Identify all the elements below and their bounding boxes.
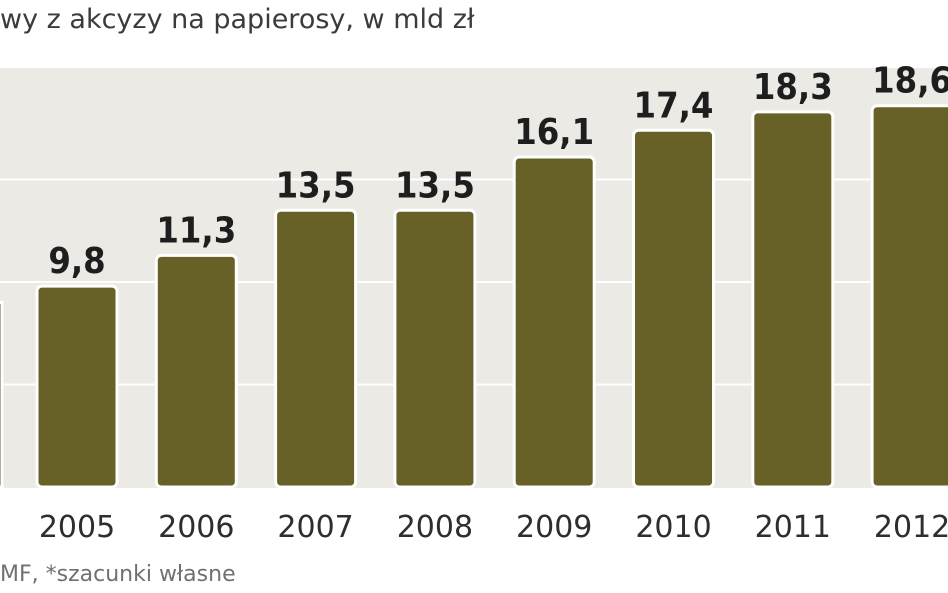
bar-2010 [632,128,715,489]
x-tick-label-2010: 2010 [635,510,711,545]
bar-2008 [393,208,477,489]
data-label-2005: 9,8 [48,241,105,282]
x-tick-label-2005: 2005 [39,510,115,545]
data-label-2007: 13,5 [276,165,356,206]
x-tick-label-2011: 2011 [755,510,831,545]
data-label-2006: 11,3 [156,210,236,251]
x-tick-label-2009: 2009 [516,510,592,545]
bar-2012 [870,104,948,489]
data-label-2008: 13,5 [395,165,475,206]
bar-2007 [274,208,358,489]
bar-partial-left [0,301,4,489]
data-label-2010: 17,4 [634,85,714,126]
data-label-2009: 16,1 [514,112,594,153]
bar-2009 [512,155,596,489]
data-label-2011: 18,3 [753,67,833,108]
data-label-2012: 18,6 [872,61,948,102]
chart-source: MF, *szacunki własne [0,562,236,587]
bar-2011 [751,110,835,489]
x-tick-label-2012: 2012 [874,510,948,545]
x-tick-label-2008: 2008 [397,510,473,545]
chart-title: wy z akcyzy na papierosy, w mld zł [0,4,475,35]
x-tick-label-2006: 2006 [158,510,234,545]
x-tick-label-2007: 2007 [277,510,353,545]
bar-2005 [35,284,119,489]
bar-2006 [154,253,238,489]
